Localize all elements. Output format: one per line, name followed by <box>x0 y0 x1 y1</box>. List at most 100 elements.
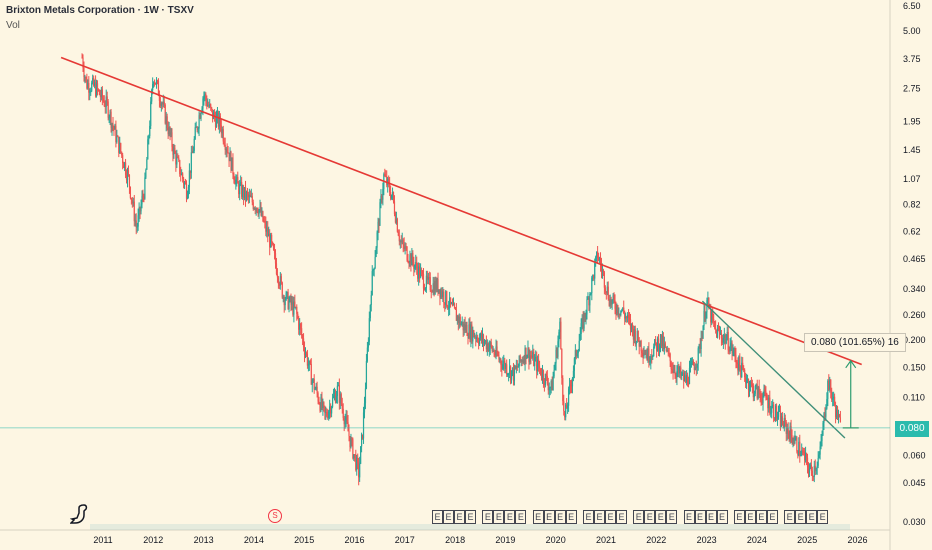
candle-body <box>433 283 435 295</box>
candle-body <box>189 170 191 173</box>
candle-body <box>175 153 177 165</box>
candle-body <box>206 100 208 107</box>
candle-body <box>342 408 344 418</box>
earnings-icon[interactable]: E <box>432 510 444 524</box>
candle-body <box>99 94 102 98</box>
candle-body <box>264 221 266 223</box>
candle-body <box>225 148 227 150</box>
earnings-icon[interactable]: E <box>705 510 717 524</box>
candle-body <box>654 339 656 347</box>
candle-body <box>207 104 209 107</box>
earnings-icon[interactable]: E <box>543 510 555 524</box>
candle-body <box>767 399 769 409</box>
candle-body <box>468 324 470 339</box>
earnings-icon[interactable]: E <box>666 510 678 524</box>
candle-body <box>782 424 784 428</box>
candle-body <box>761 400 763 404</box>
candle-body <box>763 388 765 396</box>
candle-body <box>370 295 372 306</box>
earnings-icon[interactable]: E <box>443 510 455 524</box>
candle-body <box>562 378 564 402</box>
candle-body <box>794 438 796 444</box>
candle-body <box>715 329 718 338</box>
candle-body <box>410 254 412 266</box>
earnings-icon[interactable]: E <box>515 510 527 524</box>
candle-body <box>401 239 403 243</box>
earnings-icon[interactable]: E <box>532 510 544 524</box>
earnings-icon[interactable]: E <box>482 510 494 524</box>
candle-body <box>154 82 157 85</box>
candle-body <box>608 299 610 306</box>
earnings-icon[interactable]: E <box>644 510 656 524</box>
measure-label: 0.080 (101.65%) 16 <box>804 333 906 352</box>
candle-body <box>540 374 543 378</box>
candle-body <box>566 404 568 409</box>
earnings-icon[interactable]: E <box>504 510 516 524</box>
earnings-icon[interactable]: E <box>465 510 477 524</box>
y-tick-label: 0.060 <box>903 450 926 460</box>
candle-body <box>452 303 455 306</box>
earnings-icon[interactable]: E <box>766 510 778 524</box>
candle-body <box>630 323 633 330</box>
candle-body <box>327 415 329 419</box>
earnings-icon[interactable]: E <box>565 510 577 524</box>
candle-body <box>583 313 585 329</box>
candle-body <box>582 318 584 329</box>
candle-body <box>508 366 511 374</box>
candle-body <box>391 191 394 195</box>
earnings-icon[interactable]: E <box>655 510 667 524</box>
earnings-icon[interactable]: E <box>593 510 605 524</box>
candle-body <box>364 388 367 404</box>
candle-body <box>254 208 256 211</box>
candle-body <box>118 136 120 153</box>
candle-body <box>716 328 719 338</box>
candle-body <box>169 127 171 135</box>
candle-body <box>526 355 528 359</box>
candle-body <box>266 227 268 232</box>
earnings-icon[interactable]: E <box>784 510 796 524</box>
dividend-icon[interactable]: S <box>268 509 282 523</box>
earnings-icon[interactable]: E <box>817 510 829 524</box>
candle-body <box>193 138 195 151</box>
earnings-icon[interactable]: E <box>694 510 706 524</box>
candle-body <box>409 254 411 263</box>
candle-body <box>204 94 206 96</box>
earnings-icon[interactable]: E <box>683 510 695 524</box>
candle-body <box>493 350 495 355</box>
earnings-icon[interactable]: E <box>582 510 594 524</box>
candle-body <box>621 310 623 312</box>
candle-body <box>506 364 508 375</box>
earnings-icon[interactable]: E <box>755 510 767 524</box>
candle-body <box>196 126 198 130</box>
candle-body <box>717 328 720 330</box>
candle-body <box>779 410 782 427</box>
candle-body <box>384 174 386 176</box>
candle-body <box>474 336 476 338</box>
earnings-icon[interactable]: E <box>493 510 505 524</box>
candle-body <box>564 411 566 418</box>
candle-body <box>390 192 392 199</box>
x-tick-label: 2016 <box>344 535 364 545</box>
earnings-icon[interactable]: E <box>744 510 756 524</box>
earnings-icon[interactable]: E <box>733 510 745 524</box>
earnings-icon[interactable]: E <box>806 510 818 524</box>
candle-body <box>517 366 519 368</box>
earnings-icon[interactable]: E <box>615 510 627 524</box>
candle-body <box>458 316 460 323</box>
candle-body <box>125 174 128 180</box>
candle-body <box>85 77 87 79</box>
candle-body <box>305 353 308 355</box>
candle-body <box>153 82 155 85</box>
candle-body <box>512 367 515 381</box>
earnings-icon[interactable]: E <box>633 510 645 524</box>
candle-body <box>373 268 375 270</box>
earnings-icon[interactable]: E <box>454 510 466 524</box>
candle-body <box>403 244 405 249</box>
earnings-icon[interactable]: E <box>795 510 807 524</box>
candle-body <box>515 366 517 369</box>
earnings-icon[interactable]: E <box>716 510 728 524</box>
earnings-icon[interactable]: E <box>604 510 616 524</box>
candle-body <box>555 349 557 364</box>
earnings-icon[interactable]: E <box>554 510 566 524</box>
